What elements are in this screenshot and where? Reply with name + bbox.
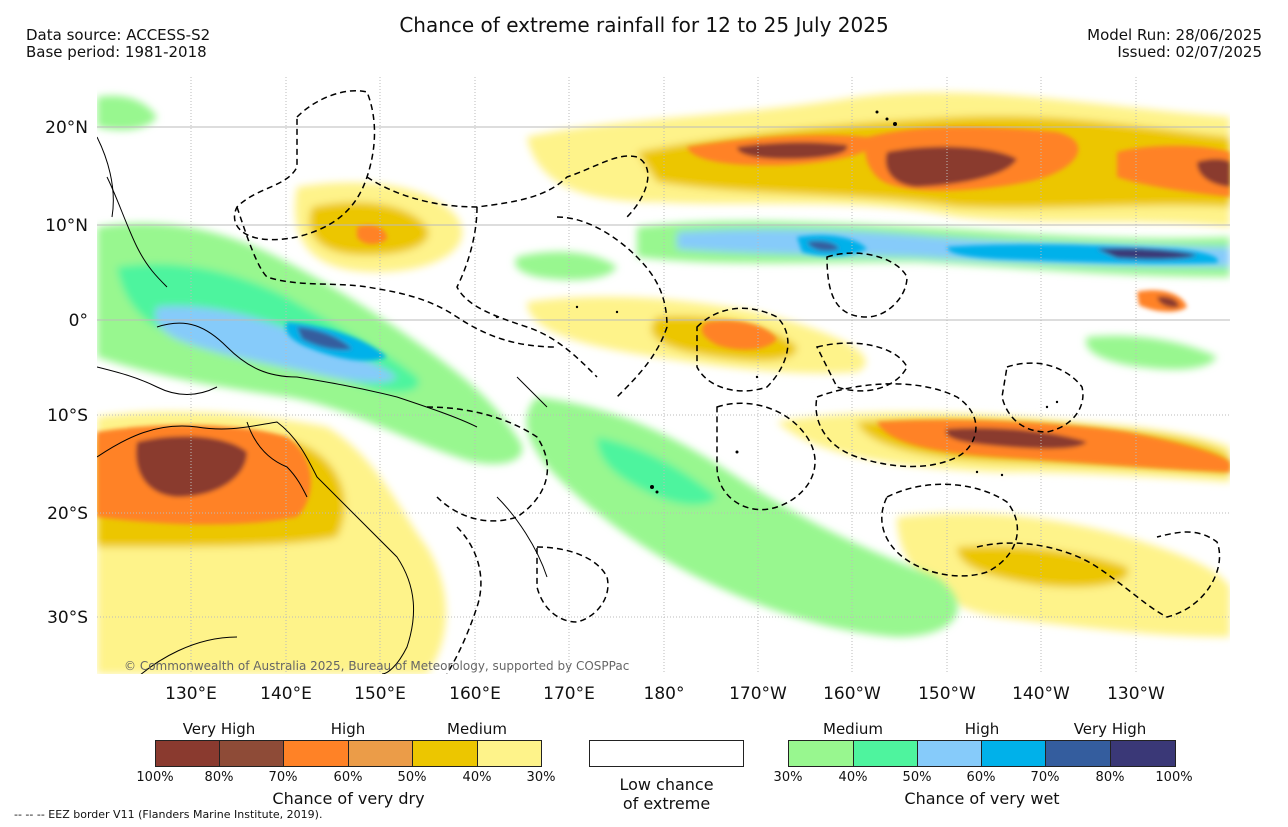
dry-tick: 60% — [333, 770, 363, 785]
wet-swatch-1 — [788, 740, 854, 767]
wet-tick: 40% — [838, 770, 868, 785]
dry-legend-head-very-high: Very High — [182, 720, 256, 738]
dry-tick: 100% — [136, 770, 174, 785]
low-chance-label: Low chance of extreme — [589, 775, 744, 813]
wet-tick: 30% — [773, 770, 803, 785]
wet-cores — [285, 235, 1218, 361]
low-chance-line2: of extreme — [622, 794, 711, 813]
wet-swatch-2 — [853, 740, 918, 767]
dry-legend-head-high: High — [330, 720, 366, 738]
lon-label-130e: 130°E — [165, 684, 217, 704]
wet-swatch-3 — [917, 740, 982, 767]
dry-tick: 40% — [462, 770, 492, 785]
lon-label-170w: 170°W — [729, 684, 787, 704]
wet-legend-label: Chance of very wet — [904, 789, 1060, 808]
dry-swatch-2 — [219, 740, 284, 767]
lon-label-160e: 160°E — [449, 684, 501, 704]
lon-label-150w: 150°W — [918, 684, 976, 704]
wet-swatch-4 — [981, 740, 1046, 767]
dry-swatch-5 — [412, 740, 478, 767]
data-source-text: Data source: ACCESS-S2 — [26, 26, 211, 44]
wet-legend-head-high: High — [964, 720, 1000, 738]
eez-borders — [233, 90, 1221, 674]
model-run-text: Model Run: 28/06/2025 — [1087, 26, 1262, 44]
lon-label-180: 180° — [643, 684, 685, 704]
lat-label-20n: 20°N — [45, 118, 88, 138]
dry-swatch-1 — [155, 740, 220, 767]
lat-label-30s: 30°S — [47, 608, 88, 628]
lat-label-10s: 10°S — [47, 406, 88, 426]
eez-footnote: -- -- -- EEZ border V11 (Flanders Marine… — [14, 808, 323, 821]
lon-label-140e: 140°E — [260, 684, 312, 704]
lon-label-130w: 130°W — [1107, 684, 1165, 704]
wet-tick: 70% — [1030, 770, 1060, 785]
rainfall-map — [97, 77, 1230, 674]
dry-swatch-6 — [477, 740, 542, 767]
lon-label-150e: 150°E — [354, 684, 406, 704]
data-source-info: Data source: ACCESS-S2 Base period: 1981… — [26, 27, 210, 61]
wet-legend-head-medium: Medium — [823, 720, 883, 738]
dry-tick: 30% — [526, 770, 556, 785]
dry-tick: 50% — [397, 770, 427, 785]
base-period-text: Base period: 1981-2018 — [26, 43, 207, 61]
islands — [495, 110, 1059, 494]
dry-swatch-3 — [283, 740, 349, 767]
lat-label-10n: 10°N — [45, 216, 88, 236]
wet-swatch-5 — [1045, 740, 1111, 767]
dry-swatch-4 — [348, 740, 413, 767]
rainfall-map-graphic — [97, 77, 1230, 674]
wet-tick: 60% — [966, 770, 996, 785]
lon-label-140w: 140°W — [1012, 684, 1070, 704]
lat-label-0: 0° — [68, 311, 88, 331]
run-info: Model Run: 28/06/2025 Issued: 02/07/2025 — [1087, 27, 1262, 61]
dry-tick: 70% — [268, 770, 298, 785]
dry-tick: 80% — [204, 770, 234, 785]
wet-tick: 80% — [1095, 770, 1125, 785]
low-chance-swatch — [589, 740, 744, 767]
wet-tick: 100% — [1155, 770, 1193, 785]
lat-label-20s: 20°S — [47, 504, 88, 524]
dry-legend-label: Chance of very dry — [272, 789, 425, 808]
copyright-notice: © Commonwealth of Australia 2025, Bureau… — [124, 659, 630, 673]
dry-legend-head-medium: Medium — [447, 720, 507, 738]
dry-cores — [97, 127, 1230, 525]
wet-swatch-6 — [1110, 740, 1176, 767]
low-chance-line1: Low chance — [619, 775, 714, 794]
wet-legend-head-very-high: Very High — [1073, 720, 1147, 738]
coastlines — [97, 136, 548, 674]
map-title: Chance of extreme rainfall for 12 to 25 … — [399, 13, 889, 37]
issued-text: Issued: 02/07/2025 — [1117, 43, 1262, 61]
lon-label-170e: 170°E — [543, 684, 595, 704]
wet-tick: 50% — [902, 770, 932, 785]
lon-label-160w: 160°W — [823, 684, 881, 704]
